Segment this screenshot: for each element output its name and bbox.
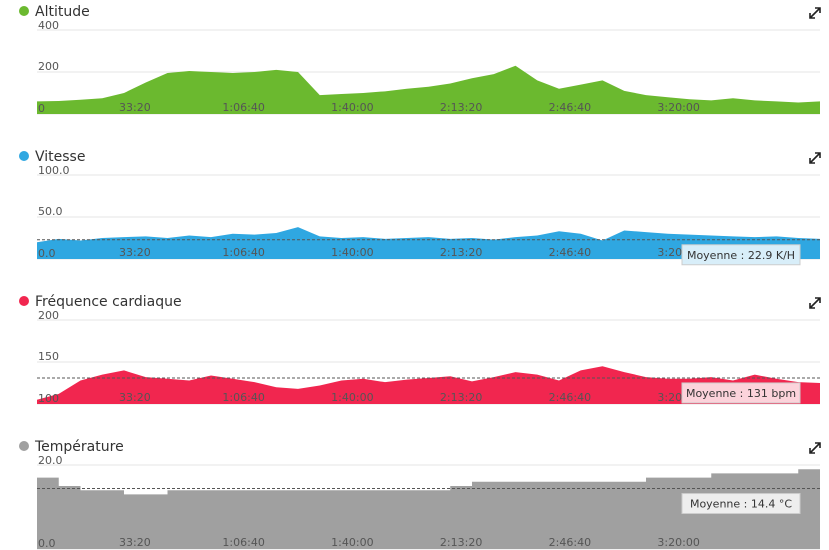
x-tick-label: 1:06:40 <box>222 101 264 114</box>
x-tick-label: 1:40:00 <box>331 246 373 259</box>
y-tick-label: 0.0 <box>38 247 56 260</box>
y-tick-label: 400 <box>38 19 59 32</box>
chart-panel: Température 0.0 20.0 33:20 1:06:40 1:40:00 2:1… <box>19 439 821 550</box>
chart-panel: Fréquence cardiaque 100 150 200 33:20 1:06:40… <box>19 294 821 405</box>
y-tick-label: 100 <box>38 392 59 405</box>
expand-icon[interactable] <box>809 152 821 164</box>
mean-box <box>681 493 801 515</box>
expand-icon[interactable] <box>809 442 821 454</box>
x-tick-label: 2:46:40 <box>549 246 591 259</box>
area <box>37 227 820 259</box>
area <box>37 65 820 114</box>
x-tick-label: 2:13:20 <box>440 101 482 114</box>
x-tick-label: 2:46:40 <box>549 391 591 404</box>
mean-box <box>681 244 801 266</box>
x-tick-label: 2:13:20 <box>440 246 482 259</box>
mean-label: Moyenne : 131 bpm <box>686 387 796 400</box>
chart-panel: Altitude 0 200 400 33:20 1:06:40 1:40:00 2:13:2… <box>19 4 821 115</box>
chart-panel: Vitesse 0.0 50.0 100.0 33:20 1:06:40 1:40:00 2:… <box>19 149 821 266</box>
area <box>37 469 820 549</box>
y-tick-label: 0 <box>38 102 45 115</box>
x-tick-label: 2:46:40 <box>549 101 591 114</box>
x-tick-label: 2:46:40 <box>549 536 591 549</box>
expand-arrow <box>809 442 821 454</box>
y-tick-label: 200 <box>38 309 59 322</box>
chart-title: Vitesse <box>35 149 85 165</box>
y-tick-label: 150 <box>38 350 59 363</box>
y-tick-label: 50.0 <box>38 205 63 218</box>
legend-dot <box>19 441 29 451</box>
y-tick-label: 100.0 <box>38 164 70 177</box>
expand-arrow <box>809 7 821 19</box>
x-tick-label: 2:13:20 <box>440 536 482 549</box>
y-tick-label: 200 <box>38 60 59 73</box>
x-tick-label: 33:20 <box>119 391 151 404</box>
mean-label: Moyenne : 14.4 °C <box>690 498 792 511</box>
x-tick-label: 1:06:40 <box>222 391 264 404</box>
expand-icon[interactable] <box>809 297 821 309</box>
legend-dot <box>19 6 29 16</box>
x-tick-label: 1:06:40 <box>222 536 264 549</box>
area <box>37 366 820 404</box>
expand-icon[interactable] <box>809 7 821 19</box>
expand-arrow <box>809 297 821 309</box>
x-tick-label: 33:20 <box>119 246 151 259</box>
chart-title: Température <box>34 439 124 455</box>
y-tick-label: 20.0 <box>38 454 63 467</box>
mean-label: Moyenne : 22.9 K/H <box>687 249 795 262</box>
x-tick-label: 33:20 <box>119 536 151 549</box>
expand-arrow <box>809 152 821 164</box>
chart-title: Altitude <box>35 4 90 20</box>
legend-dot <box>19 296 29 306</box>
x-tick-label: 3:20:00 <box>657 536 699 549</box>
x-tick-label: 1:40:00 <box>331 101 373 114</box>
chart-title: Fréquence cardiaque <box>35 294 182 310</box>
x-tick-label: 33:20 <box>119 101 151 114</box>
x-tick-label: 1:06:40 <box>222 246 264 259</box>
mean-box <box>681 382 801 404</box>
x-tick-label: 1:40:00 <box>331 536 373 549</box>
y-tick-label: 0.0 <box>38 537 56 550</box>
legend-dot <box>19 151 29 161</box>
x-tick-label: 2:13:20 <box>440 391 482 404</box>
x-tick-label: 1:40:00 <box>331 391 373 404</box>
x-tick-label: 3:20:00 <box>657 101 699 114</box>
